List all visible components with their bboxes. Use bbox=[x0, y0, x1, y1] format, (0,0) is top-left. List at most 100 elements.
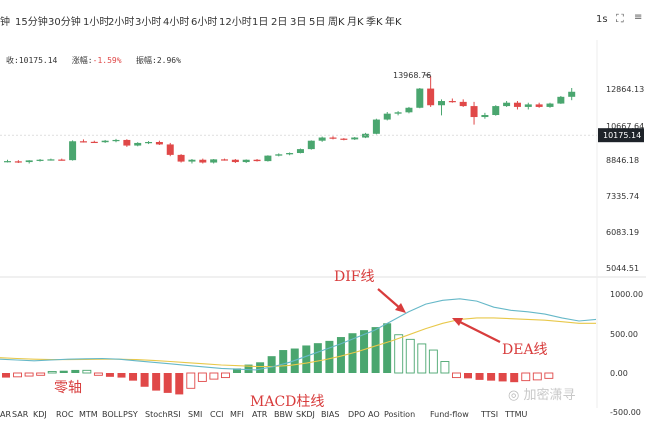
macd-tick-label: 500.00 bbox=[610, 330, 638, 339]
macd-histogram-bar bbox=[2, 373, 10, 378]
indicator-ao[interactable]: AO bbox=[368, 410, 380, 419]
dea-arrow-head bbox=[452, 318, 463, 326]
timeframe-8[interactable]: 12小时 bbox=[219, 17, 252, 28]
dea-annotation: DEA线 bbox=[502, 342, 548, 358]
timeframe-13[interactable]: 周K bbox=[328, 17, 345, 28]
indicator-atr[interactable]: ATR bbox=[252, 410, 268, 419]
candle-body bbox=[177, 154, 185, 162]
watermark: ◎ 加密潇寻 bbox=[508, 384, 576, 403]
macd-histogram-bar bbox=[383, 323, 392, 373]
candle-body bbox=[221, 159, 228, 161]
indicator-fund-flow[interactable]: Fund-flow bbox=[430, 410, 469, 419]
indicator-mfi[interactable]: MFI bbox=[230, 410, 244, 419]
candle-body bbox=[470, 106, 478, 118]
macd-histogram-bar bbox=[464, 373, 472, 379]
indicator-bbw[interactable]: BBW bbox=[274, 410, 293, 419]
macd-histogram-bar bbox=[233, 368, 241, 373]
candle-body bbox=[199, 159, 207, 163]
candle-body bbox=[58, 159, 66, 161]
macd-histogram-bar bbox=[129, 373, 138, 381]
timeframe-7[interactable]: 6小时 bbox=[191, 17, 218, 28]
timeframe-6[interactable]: 4小时 bbox=[163, 17, 190, 28]
candle-body bbox=[329, 137, 337, 139]
amplitude-value: 2.96% bbox=[156, 56, 181, 65]
indicator-position[interactable]: Position bbox=[384, 410, 416, 419]
macd-histogram-bar bbox=[417, 343, 427, 374]
indicator-ttsi[interactable]: TTSI bbox=[481, 410, 499, 419]
realtime-toggle[interactable]: 1s bbox=[596, 14, 608, 25]
price-tick-label: 5044.51 bbox=[606, 264, 639, 273]
macd-histogram-bar bbox=[220, 372, 230, 379]
close-label: 收: bbox=[6, 56, 19, 65]
timeframe-15[interactable]: 季K bbox=[366, 17, 383, 28]
settings-icon[interactable]: ≡ bbox=[634, 12, 643, 23]
candle-body bbox=[79, 141, 87, 143]
macd-histogram-bar bbox=[336, 337, 345, 373]
macd-tick-label: 1000.00 bbox=[610, 290, 643, 299]
candle-body bbox=[318, 137, 326, 141]
indicator-boll[interactable]: BOLL bbox=[102, 410, 123, 419]
timeframe-5[interactable]: 3小时 bbox=[135, 17, 162, 28]
macd-histogram-bar bbox=[440, 361, 450, 374]
candle-body bbox=[296, 149, 304, 154]
indicator-smi[interactable]: SMI bbox=[188, 410, 203, 419]
candle-body bbox=[4, 161, 11, 163]
indicator-psy[interactable]: PSY bbox=[123, 410, 138, 419]
close-value: 10175.14 bbox=[18, 56, 58, 65]
candle-body bbox=[394, 112, 402, 114]
timeframe-10[interactable]: 2日 bbox=[271, 17, 288, 28]
macd-tick-label: 0.00 bbox=[610, 369, 628, 378]
indicator-skdj[interactable]: SKDJ bbox=[296, 410, 315, 419]
macd-histogram-bar bbox=[152, 373, 161, 391]
timeframe-0[interactable]: 钟 bbox=[0, 17, 10, 28]
candle-body bbox=[166, 144, 174, 155]
macd-histogram-bar bbox=[360, 330, 369, 373]
macd-histogram-bar bbox=[498, 373, 507, 382]
candle-body bbox=[459, 101, 467, 107]
timeframe-2[interactable]: 30分钟 bbox=[48, 17, 81, 28]
macd-histogram-bar bbox=[544, 372, 554, 379]
timeframe-16[interactable]: 年K bbox=[385, 17, 402, 28]
fullscreen-icon[interactable]: ⛶ bbox=[616, 12, 624, 25]
macd-histogram-bar bbox=[197, 372, 207, 382]
timeframe-4[interactable]: 2小时 bbox=[108, 17, 135, 28]
timeframe-1[interactable]: 15分钟 bbox=[15, 17, 48, 28]
indicator-ar[interactable]: AR bbox=[0, 410, 12, 419]
macd-histogram-bar bbox=[93, 372, 103, 376]
indicator-mtm[interactable]: MTM bbox=[79, 410, 98, 419]
macd-histogram-bar bbox=[325, 340, 334, 373]
candle-body bbox=[535, 104, 543, 107]
macd-histogram-bar bbox=[452, 372, 461, 379]
price-tick-label: 7335.74 bbox=[606, 192, 639, 201]
macd-tick-label: -500.00 bbox=[610, 408, 641, 417]
timeframe-9[interactable]: 1日 bbox=[252, 17, 269, 28]
dea-arrow-line bbox=[457, 320, 501, 343]
indicator-stochrsi[interactable]: StochRSI bbox=[145, 410, 181, 419]
candle-body bbox=[264, 155, 272, 162]
timeframe-14[interactable]: 月K bbox=[347, 17, 364, 28]
indicator-ttmu[interactable]: TTMU bbox=[505, 410, 528, 419]
indicator-bias[interactable]: BIAS bbox=[321, 410, 340, 419]
timeframe-11[interactable]: 3日 bbox=[290, 17, 307, 28]
timeframe-3[interactable]: 1小时 bbox=[83, 17, 110, 28]
candle-body bbox=[448, 101, 456, 103]
timeframe-12[interactable]: 5日 bbox=[309, 17, 326, 28]
macd-histogram-bar bbox=[244, 364, 253, 373]
indicator-roc[interactable]: ROC bbox=[56, 410, 74, 419]
indicator-cci[interactable]: CCI bbox=[210, 410, 224, 419]
watermark-text: 加密潇寻 bbox=[523, 388, 576, 403]
indicator-sar[interactable]: SAR bbox=[12, 410, 29, 419]
macd-histogram-bar bbox=[71, 369, 80, 373]
candle-body bbox=[188, 159, 196, 162]
candle-body bbox=[557, 96, 565, 104]
macd-histogram-bar bbox=[267, 356, 276, 373]
macd-histogram-bar bbox=[175, 373, 184, 395]
price-tick-label: 12864.13 bbox=[606, 85, 644, 94]
indicator-kdj[interactable]: KDJ bbox=[33, 410, 47, 419]
candle-body bbox=[492, 106, 500, 116]
candle-body bbox=[383, 113, 391, 120]
indicator-dpo[interactable]: DPO bbox=[348, 410, 366, 419]
dif-arrow-line bbox=[377, 288, 402, 310]
candle-body bbox=[503, 102, 511, 107]
